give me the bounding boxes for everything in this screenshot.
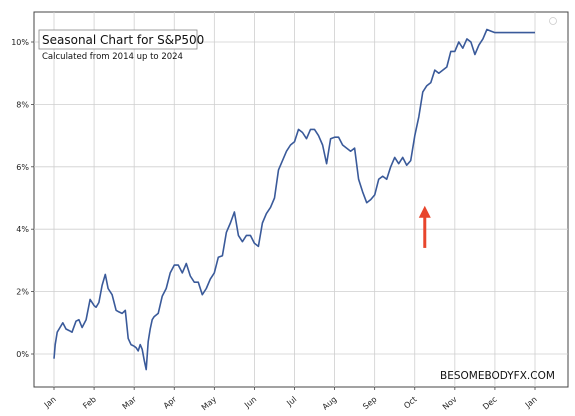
watermark-text: BESOMEBODYFX.COM (440, 370, 555, 382)
x-tick-label: Jan (523, 395, 539, 410)
x-tick-label: Nov (441, 395, 459, 412)
y-tick-label: 8% (16, 100, 29, 109)
title-box-frame (38, 29, 198, 50)
x-tick-label: Oct (402, 395, 418, 411)
y-tick-label: 0% (16, 350, 29, 359)
x-tick-label: Mar (121, 394, 139, 411)
x-tick-label: Feb (81, 395, 98, 411)
y-tick-label: 6% (16, 163, 29, 172)
x-tick-label: Sep (361, 395, 378, 412)
title-box: Seasonal Chart for S&P500 (38, 29, 204, 50)
plot-area (33, 11, 569, 388)
y-tick-label: 2% (16, 288, 29, 297)
series-layer (53, 28, 535, 371)
annotation-layer (418, 205, 431, 248)
series-line (53, 28, 535, 371)
corner-icon (549, 17, 557, 25)
x-tick-label: Jul (284, 395, 298, 409)
x-tick-label: Aug (321, 395, 339, 412)
x-tick-label: Jan (42, 395, 58, 410)
chart-subtitle: Calculated from 2014 up to 2024 (42, 52, 183, 62)
axis-ticks: Jan Feb Mar Apr May Jun Jul Aug Sep Oct Nov Dec Jan 0… (11, 38, 539, 412)
x-tick-label: Jun (242, 395, 258, 411)
y-tick-label: 10% (11, 38, 29, 47)
x-tick-label: Apr (162, 394, 179, 410)
annotation-arrow-head (418, 205, 431, 218)
x-tick-label: Dec (481, 395, 499, 412)
x-tick-label: May (200, 395, 219, 413)
chart-title: Seasonal Chart for S&P500 (42, 33, 204, 47)
y-tick-label: 4% (16, 225, 29, 234)
